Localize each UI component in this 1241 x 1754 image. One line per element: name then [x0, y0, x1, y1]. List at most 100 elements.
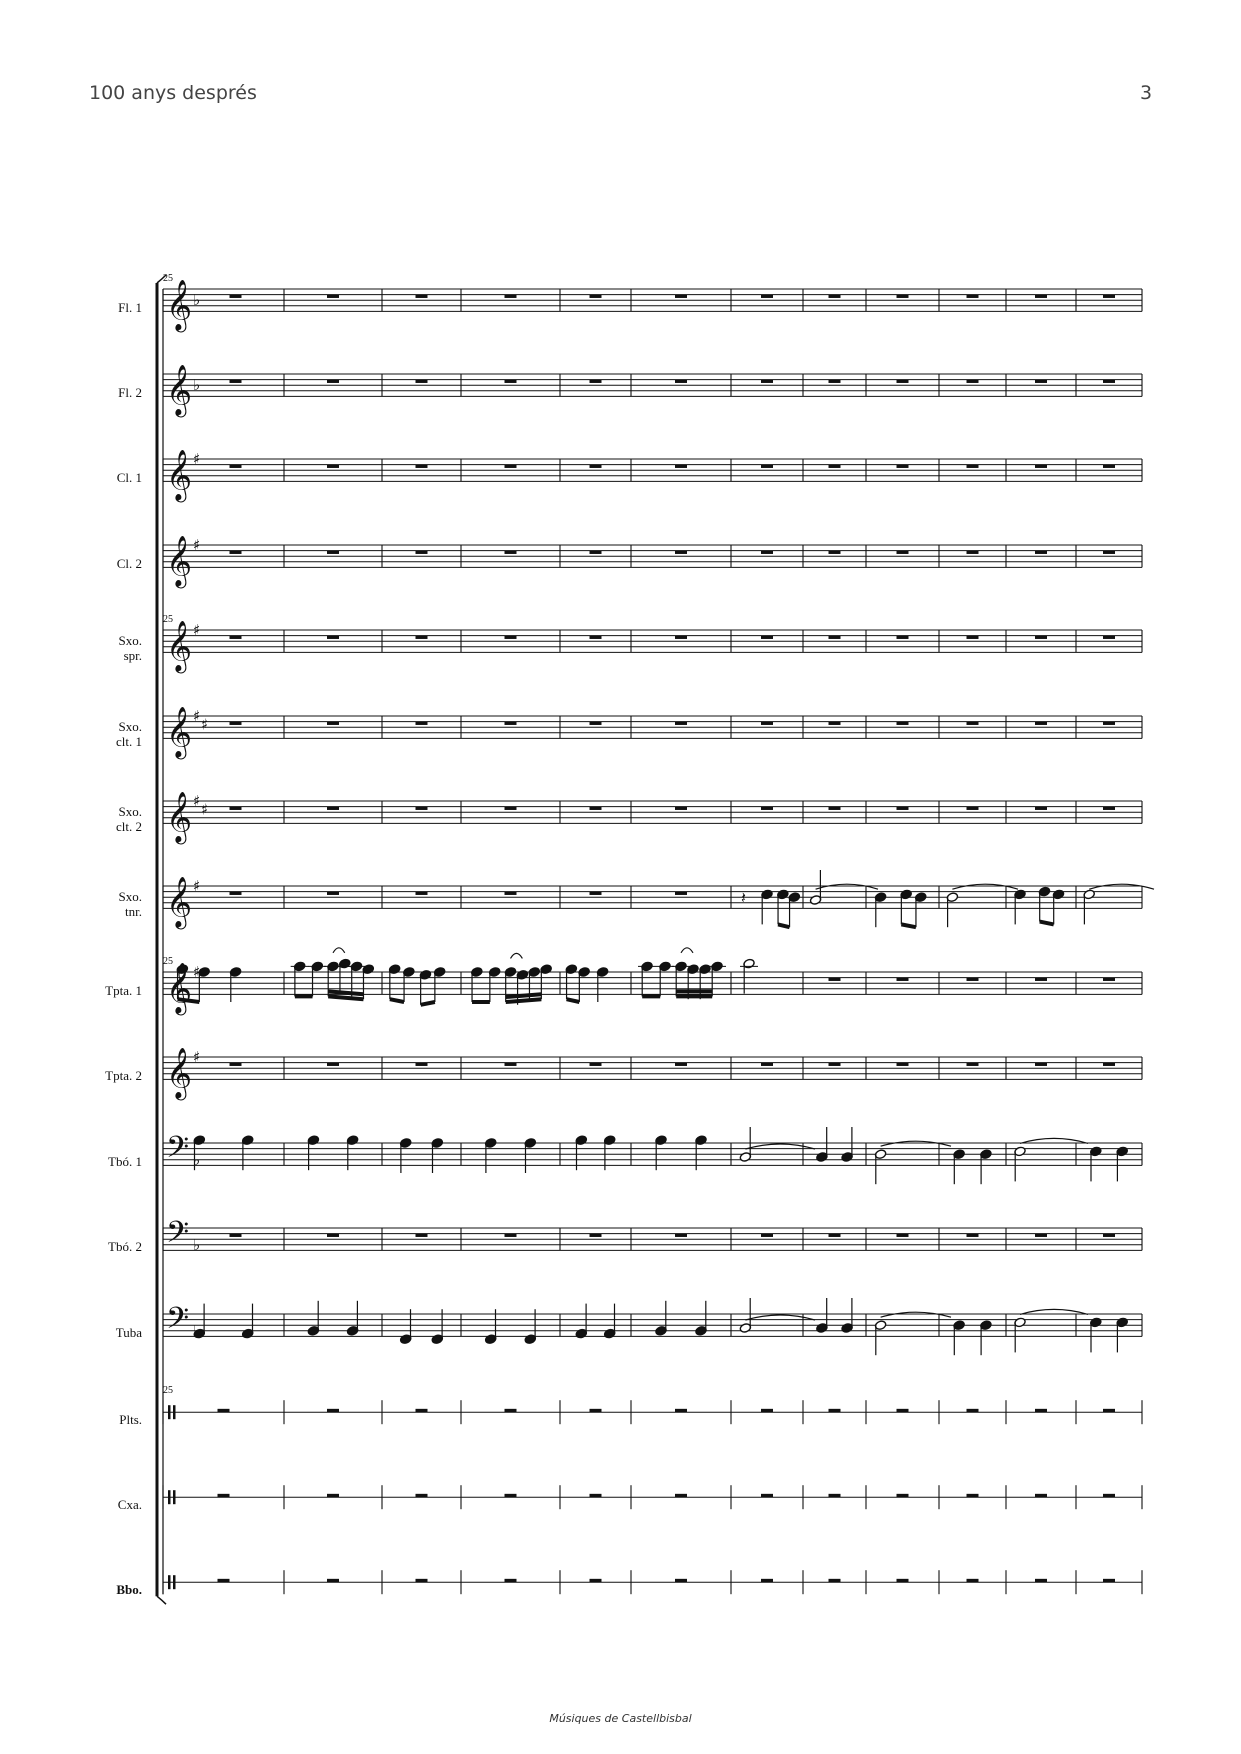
treble-clef: 𝄞: [166, 1047, 192, 1100]
whole-rest: [1035, 294, 1047, 298]
whole-rest: [229, 1062, 242, 1066]
treble-clef: 𝄞: [166, 535, 192, 588]
instrument-name-line: Sxo.: [118, 889, 142, 904]
whole-rest: [896, 977, 909, 981]
whole-rest: [761, 1578, 773, 1583]
whole-rest: [675, 891, 687, 895]
beam: [177, 997, 200, 1004]
whole-rest: [896, 1493, 909, 1498]
whole-rest: [1103, 721, 1115, 725]
instrument-name-sxa1: Sxo. clt. 1: [80, 719, 142, 749]
whole-rest: [761, 1233, 773, 1237]
bar-number: 25: [163, 1385, 173, 1396]
beam: [777, 922, 791, 930]
instrument-name-line: Cxa.: [117, 1497, 142, 1512]
tie: [509, 952, 523, 959]
whole-rest: [828, 379, 841, 383]
beam: [505, 992, 542, 999]
bass-clef: 𝄢: [166, 1131, 189, 1172]
whole-rest: [828, 1233, 841, 1237]
whole-rest: [229, 379, 242, 383]
bass-clef: 𝄢: [166, 1216, 189, 1257]
whole-rest: [828, 294, 841, 298]
sharp-sign: ♯: [193, 621, 200, 639]
instrument-name-cxa: Cxa.: [80, 1497, 142, 1512]
whole-rest: [589, 294, 602, 298]
instrument-name-line: tnr.: [125, 904, 142, 919]
whole-rest: [1035, 1493, 1047, 1498]
whole-rest: [415, 1493, 428, 1498]
whole-rest: [504, 550, 517, 554]
instrument-name-line: clt. 2: [116, 819, 142, 834]
beam: [566, 997, 580, 1004]
whole-rest: [504, 1493, 517, 1498]
tie: [815, 883, 879, 890]
whole-rest: [229, 806, 242, 810]
whole-rest: [1103, 806, 1115, 810]
instrument-name-line: Cl. 2: [116, 556, 142, 571]
whole-rest: [504, 635, 517, 639]
instrument-name-sxt: Sxo. tnr.: [80, 889, 142, 919]
whole-rest: [1103, 1233, 1115, 1237]
beam: [1039, 919, 1055, 927]
whole-rest: [229, 464, 242, 468]
page-number: 3: [1140, 82, 1153, 104]
whole-rest: [504, 891, 517, 895]
instrument-name-line: Tpta. 1: [105, 983, 142, 998]
percussion-clef: [173, 1490, 176, 1505]
whole-rest: [896, 1578, 909, 1583]
instrument-name-tuba: Tuba: [80, 1325, 142, 1340]
whole-rest: [589, 1578, 602, 1583]
whole-rest: [327, 635, 339, 639]
instrument-name-line: Sxo.: [118, 804, 142, 819]
whole-rest: [415, 294, 428, 298]
whole-rest: [415, 464, 428, 468]
instrument-name-fl1: Fl. 1: [80, 300, 142, 315]
instrument-name-line: Cl. 1: [116, 470, 142, 485]
treble-clef: 𝄞: [166, 876, 192, 929]
staves: 𝄞♭25𝄞♭𝄞♯𝄞♯𝄞♯25𝄞♯♯𝄞♯♯𝄞♯𝄽𝄞♯25𝄞♯𝄢♭𝄢♭𝄢♭25: [162, 273, 1155, 1595]
whole-rest: [675, 1493, 687, 1498]
sharp-sign: ♯: [193, 877, 200, 895]
tie: [332, 947, 346, 954]
whole-rest: [327, 1233, 339, 1237]
percussion-clef: [173, 1575, 176, 1590]
whole-rest: [589, 464, 602, 468]
whole-rest: [675, 635, 687, 639]
whole-rest: [504, 806, 517, 810]
whole-rest: [896, 294, 909, 298]
bar-number: 25: [163, 956, 173, 967]
treble-clef: 𝄞: [166, 449, 192, 502]
flat-sign: ♭: [193, 1151, 200, 1169]
whole-rest: [896, 550, 909, 554]
whole-rest: [828, 635, 841, 639]
percussion-clef: [168, 1575, 171, 1590]
whole-rest: [675, 1408, 687, 1413]
whole-rest: [1035, 1408, 1047, 1413]
whole-rest: [675, 464, 687, 468]
whole-rest: [1035, 379, 1047, 383]
sharp-sign: ♯: [201, 800, 208, 818]
whole-rest: [1035, 806, 1047, 810]
whole-rest: [896, 806, 909, 810]
sharp-sign: ♯: [193, 1048, 200, 1066]
treble-clef: 𝄞: [166, 791, 192, 844]
instrument-name-line: spr.: [123, 648, 142, 663]
tie: [1019, 1308, 1089, 1315]
whole-rest: [415, 1578, 428, 1583]
whole-rest: [217, 1408, 230, 1413]
whole-rest: [589, 806, 602, 810]
whole-rest: [966, 294, 979, 298]
whole-rest: [828, 1408, 841, 1413]
footer-publisher: Músiques de Castellbisbal: [549, 1712, 692, 1725]
whole-rest: [229, 721, 242, 725]
instrument-name-fl2: Fl. 2: [80, 385, 142, 400]
whole-rest: [589, 379, 602, 383]
whole-rest: [327, 891, 339, 895]
whole-rest: [966, 635, 979, 639]
whole-rest: [1035, 721, 1047, 725]
whole-rest: [1035, 635, 1047, 639]
instrument-name-line: Tuba: [115, 1325, 142, 1340]
whole-rest: [504, 464, 517, 468]
whole-rest: [896, 721, 909, 725]
